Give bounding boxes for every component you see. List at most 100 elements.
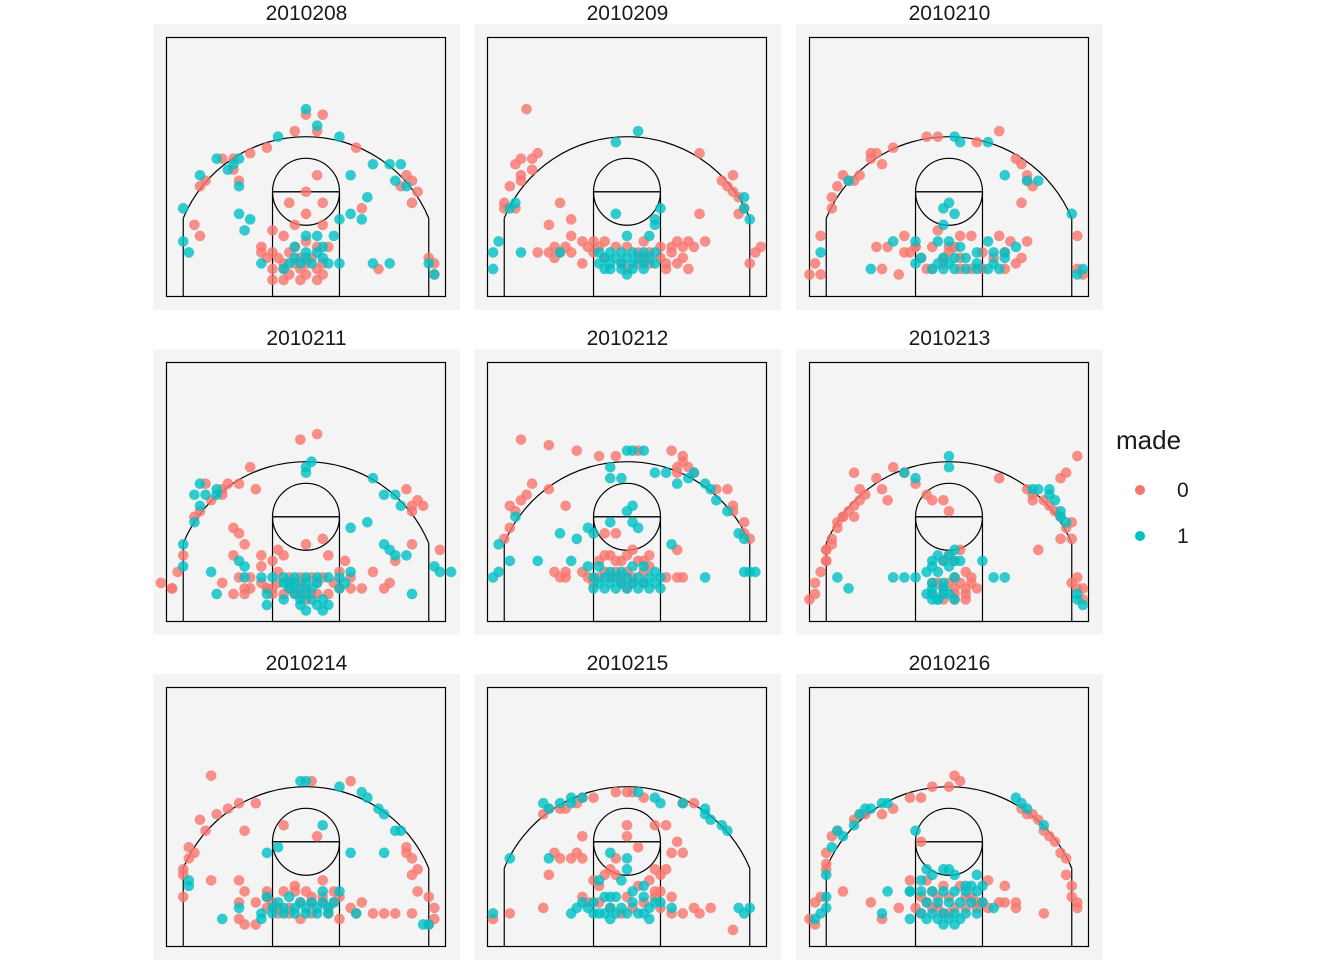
- shot-missed-point: [526, 478, 538, 490]
- shot-missed-point: [406, 505, 418, 517]
- shot-missed-point: [283, 197, 295, 209]
- shot-made-point: [345, 169, 356, 181]
- shot-missed-point: [317, 219, 329, 231]
- shot-made-point: [820, 891, 832, 903]
- shot-made-point: [233, 180, 245, 192]
- shot-missed-point: [921, 131, 932, 142]
- shot-missed-point: [1032, 544, 1044, 556]
- shot-missed-point: [848, 511, 860, 523]
- shot-made-point: [317, 605, 329, 616]
- shot-made-point: [211, 153, 223, 165]
- shot-made-point: [194, 500, 206, 512]
- shot-made-point: [1010, 241, 1022, 253]
- shot-missed-point: [228, 588, 239, 600]
- shot-made-point: [487, 247, 499, 258]
- shot-missed-point: [1072, 902, 1083, 914]
- shot-missed-point: [256, 550, 267, 561]
- shot-missed-point: [677, 847, 689, 859]
- shot-missed-point: [926, 781, 938, 792]
- shot-missed-point: [434, 544, 446, 556]
- shot-missed-point: [233, 913, 245, 925]
- shot-made-point: [915, 875, 927, 886]
- shot-made-point: [367, 158, 379, 170]
- shot-missed-point: [239, 886, 250, 897]
- shot-missed-point: [261, 142, 273, 154]
- shot-made-point: [666, 539, 677, 550]
- shot-missed-point: [412, 864, 423, 875]
- shot-made-point: [1066, 208, 1078, 220]
- shot-made-point: [384, 258, 395, 269]
- shot-missed-point: [504, 908, 516, 919]
- shot-made-point: [705, 814, 716, 826]
- shot-missed-point: [560, 500, 571, 512]
- shot-made-point: [261, 847, 273, 859]
- shot-missed-point: [876, 263, 888, 275]
- shot-made-point: [345, 522, 356, 534]
- shot-missed-point: [267, 263, 278, 275]
- shot-made-point: [317, 886, 329, 897]
- shot-made-point: [638, 561, 650, 572]
- shot-made-point: [205, 566, 217, 578]
- shot-made-point: [334, 258, 345, 269]
- shot-made-point: [999, 169, 1011, 181]
- shot-missed-point: [356, 583, 368, 594]
- shot-made-point: [1032, 175, 1044, 187]
- shot-made-point: [300, 605, 312, 616]
- shot-made-point: [538, 797, 549, 809]
- shot-missed-point: [904, 875, 916, 886]
- shot-missed-point: [278, 274, 289, 286]
- shot-made-point: [183, 247, 195, 258]
- shot-missed-point: [854, 169, 866, 181]
- shot-made-point: [571, 533, 583, 545]
- shot-made-point: [943, 897, 955, 908]
- shot-missed-point: [565, 853, 577, 864]
- shot-made-point: [604, 847, 616, 859]
- shot-made-point: [283, 891, 295, 903]
- shot-made-point: [306, 258, 317, 269]
- shot-missed-point: [256, 561, 267, 572]
- shot-missed-point: [1055, 533, 1066, 545]
- shot-made-point: [350, 908, 362, 919]
- shot-missed-point: [356, 897, 368, 908]
- shot-missed-point: [194, 230, 206, 242]
- shot-made-point: [982, 136, 994, 148]
- shot-made-point: [362, 517, 373, 528]
- shot-made-point: [1055, 511, 1066, 523]
- shot-made-point: [261, 891, 273, 903]
- shot-missed-point: [300, 539, 312, 550]
- shot-made-point: [971, 869, 983, 881]
- shot-missed-point: [565, 214, 577, 225]
- shot-missed-point: [938, 494, 949, 506]
- shot-points: [177, 770, 440, 930]
- facet-panel: 2010213: [796, 327, 1103, 635]
- shot-made-point: [738, 908, 750, 919]
- shot-made-point: [638, 891, 650, 903]
- shot-made-point: [378, 847, 390, 859]
- shot-missed-point: [295, 434, 306, 445]
- shot-missed-point: [205, 770, 217, 781]
- shot-missed-point: [177, 550, 189, 561]
- shot-made-point: [843, 583, 854, 594]
- facet-panel: 2010215: [474, 652, 781, 960]
- shot-made-point: [306, 456, 317, 467]
- shot-missed-point: [1072, 230, 1083, 242]
- shot-missed-point: [804, 594, 815, 605]
- shot-made-point: [272, 131, 284, 142]
- shot-made-point: [750, 566, 761, 578]
- shot-missed-point: [993, 125, 1005, 137]
- shot-made-point: [954, 897, 966, 908]
- shot-missed-point: [1016, 252, 1027, 264]
- shot-missed-point: [350, 142, 362, 154]
- shot-missed-point: [666, 445, 677, 456]
- shot-made-point: [882, 886, 893, 897]
- shot-missed-point: [887, 461, 899, 473]
- shot-made-point: [999, 252, 1011, 264]
- shot-made-point: [362, 792, 373, 804]
- shot-missed-point: [865, 897, 877, 908]
- shot-points: [487, 434, 761, 594]
- shot-made-point: [610, 208, 622, 220]
- shot-missed-point: [610, 786, 622, 798]
- shot-made-point: [554, 797, 566, 809]
- shot-made-point: [493, 539, 504, 550]
- shot-made-point: [638, 880, 650, 892]
